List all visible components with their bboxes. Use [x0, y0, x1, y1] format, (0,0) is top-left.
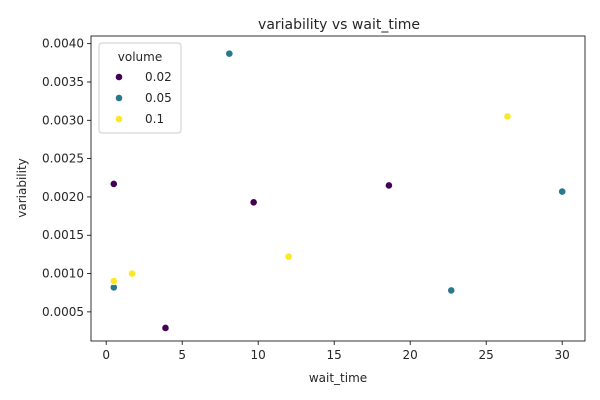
- data-point: [284, 252, 293, 261]
- y-tick-label: 0.0020: [42, 190, 84, 204]
- data-point: [249, 198, 258, 207]
- legend-title: volume: [118, 50, 162, 64]
- legend-marker: [115, 73, 123, 81]
- y-tick-label: 0.0030: [42, 113, 84, 127]
- data-point: [161, 324, 170, 332]
- x-axis-label: wait_time: [309, 371, 367, 385]
- legend-marker: [115, 115, 123, 123]
- legend: volume 0.02 0.05 0.1: [98, 42, 182, 134]
- y-tick-label: 0.0005: [42, 305, 84, 319]
- y-tick-label: 0.0040: [42, 37, 84, 51]
- data-points: [109, 49, 567, 332]
- data-point: [385, 181, 393, 190]
- legend-entry: 0.02: [145, 70, 172, 84]
- y-axis: 0.0005 0.0010 0.0015 0.0020 0.0025 0.0030 0.00…: [42, 37, 91, 319]
- plot-frame: [90, 35, 586, 342]
- x-tick-label: 30: [555, 348, 570, 362]
- y-tick-label: 0.0010: [42, 267, 84, 281]
- y-axis-label: variability: [15, 158, 29, 218]
- y-tick-label: 0.0025: [42, 152, 84, 166]
- y-tick-label: 0.0015: [42, 228, 84, 242]
- legend-entry: 0.05: [145, 91, 172, 105]
- y-tick-label: 0.0035: [42, 75, 84, 89]
- data-point: [128, 269, 136, 278]
- x-axis: 0 5 10 15 20 25 30: [102, 341, 570, 362]
- data-point: [109, 277, 118, 286]
- data-point: [225, 49, 234, 58]
- data-point: [109, 180, 118, 188]
- chart-title: variability vs wait_time: [258, 17, 420, 33]
- x-tick-label: 15: [327, 348, 342, 362]
- legend-entry: 0.1: [145, 112, 164, 126]
- legend-box: [98, 42, 182, 134]
- x-tick-label: 5: [178, 348, 186, 362]
- x-tick-label: 20: [403, 348, 418, 362]
- data-point: [503, 112, 512, 121]
- legend-marker: [115, 94, 123, 102]
- legend-items: 0.02 0.05 0.1: [115, 70, 172, 126]
- x-tick-label: 0: [102, 348, 110, 362]
- data-point: [447, 286, 456, 295]
- x-tick-label: 10: [251, 348, 266, 362]
- data-point: [558, 187, 567, 196]
- x-tick-label: 25: [479, 348, 494, 362]
- plot-area: [90, 35, 586, 342]
